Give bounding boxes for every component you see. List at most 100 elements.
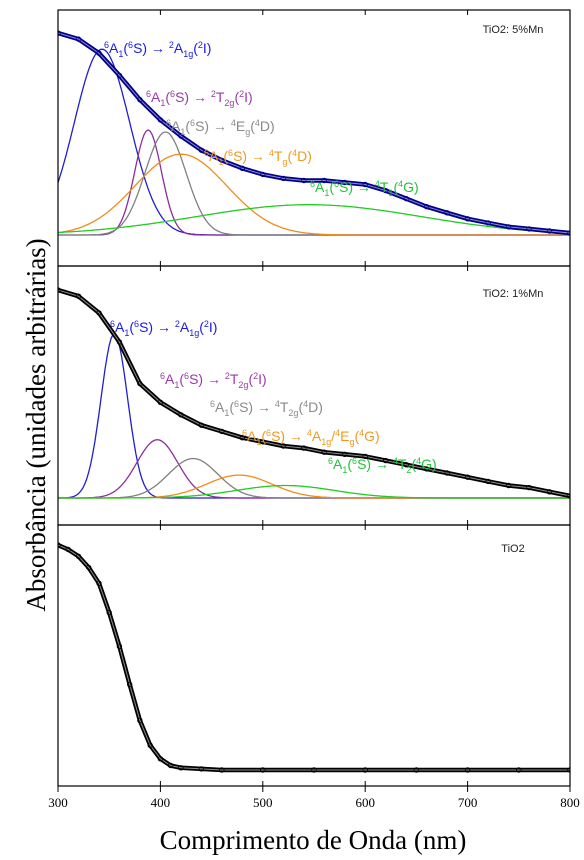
data-point: [96, 50, 102, 56]
plot-area: [58, 542, 570, 773]
plot-area: [58, 287, 570, 499]
data-point: [116, 72, 123, 79]
data-point: [301, 177, 307, 184]
transition-label: 6A1(6S) → 2A1g(2I): [110, 319, 217, 338]
gaussian-component: [58, 204, 570, 234]
data-point: [423, 466, 430, 472]
data-point: [75, 553, 82, 559]
transition-label: 6A1(6S) → 4T2g(4D): [210, 399, 323, 418]
data-point: [198, 766, 205, 772]
data-point: [96, 580, 102, 586]
data-point: [321, 177, 327, 184]
data-point: [301, 445, 307, 451]
data-point: [485, 220, 491, 226]
data-point: [362, 767, 368, 773]
data-point: [96, 310, 102, 316]
transition-label: 6A1(6S) → 4A1g/4Eg(4G): [242, 428, 380, 447]
data-point: [239, 435, 245, 441]
data-point: [423, 203, 430, 210]
data-point: [464, 474, 471, 480]
data-point: [505, 482, 512, 489]
spectrum-highlight: [58, 289, 570, 497]
gaussian-component: [58, 153, 570, 236]
data-point: [85, 564, 92, 571]
transition-label: 6A1(6S) → 2T2g(2I): [146, 89, 253, 108]
data-point: [464, 767, 471, 773]
data-point: [567, 493, 570, 499]
gaussian-component: [58, 484, 570, 499]
transition-label: 6A1(6S) → 2A1g(2I): [104, 40, 211, 59]
data-point: [444, 210, 450, 216]
data-point: [280, 443, 286, 449]
data-point: [311, 767, 317, 773]
panel-frame: [57, 524, 571, 787]
data-point: [383, 457, 389, 464]
panel-1: TiO2: 5%Mn 6A1(6S) → 2A1g(2I) 6A1(6S) → 2T…: [57, 9, 571, 267]
data-point: [116, 339, 123, 345]
data-point: [137, 96, 143, 103]
data-point: [147, 742, 153, 748]
data-point: [403, 195, 409, 202]
spectrum-highlight: [58, 544, 570, 771]
data-point: [260, 439, 266, 445]
data-point: [137, 380, 143, 387]
x-tick-label: 800: [560, 795, 580, 810]
data-point: [546, 228, 553, 234]
data-point: [126, 681, 133, 688]
data-point: [219, 428, 225, 435]
data-point: [464, 216, 471, 222]
spectrum-highlight: [58, 32, 570, 234]
data-point: [383, 187, 389, 194]
data-point: [116, 643, 123, 649]
data-point: [321, 449, 327, 455]
transition-label: 6A1(6S) → 4T1(4G): [310, 179, 419, 198]
data-point: [505, 224, 512, 230]
data-point: [362, 181, 368, 188]
data-point: [526, 226, 532, 232]
data-point: [137, 717, 143, 724]
data-point: [526, 484, 532, 491]
data-point: [342, 451, 348, 457]
plot-area: [58, 30, 570, 236]
x-tick-label: 600: [355, 795, 375, 810]
data-point: [444, 470, 450, 476]
data-point: [65, 546, 71, 553]
x-tick-label: 700: [458, 795, 478, 810]
data-point: [178, 412, 184, 418]
data-point: [342, 179, 348, 186]
panel-title: TiO2: 5%Mn: [483, 24, 544, 36]
data-point: [75, 36, 82, 42]
data-point: [167, 762, 174, 769]
x-axis-label: Comprimento de Onda (nm): [160, 825, 467, 855]
x-tick-label: 500: [253, 795, 273, 810]
x-tick-label: 300: [48, 795, 68, 810]
data-point: [198, 147, 205, 153]
data-point: [75, 293, 82, 299]
panel-2: TiO2: 1%Mn 6A1(6S) → 2A1g(2I) 6A1(6S) → 2T…: [57, 265, 571, 526]
y-axis-label: Absorbância (unidades arbitrárias): [21, 238, 51, 611]
panel-3: TiO2: [57, 524, 571, 787]
panels-layer: TiO2: 5%Mn 6A1(6S) → 2A1g(2I) 6A1(6S) → 2T…: [57, 9, 571, 787]
transition-label: 6A1(6S) → 4Tg(4D): [204, 148, 312, 167]
data-point: [546, 489, 553, 495]
panel-title: TiO2: [501, 543, 524, 555]
data-point: [516, 767, 522, 773]
transition-label: 6A1(6S) → 4T2(4G): [328, 456, 437, 475]
data-point: [485, 478, 491, 485]
panel-title: TiO2: 1%Mn: [483, 288, 544, 300]
data-point: [260, 767, 266, 773]
data-point: [239, 165, 245, 171]
data-point: [178, 765, 184, 771]
data-point: [157, 756, 164, 762]
data-point: [260, 171, 266, 178]
data-point: [362, 453, 368, 460]
transition-label: 6A1(6S) → 2T2g(2I): [160, 371, 267, 390]
data-point: [219, 767, 225, 773]
data-point: [413, 767, 420, 773]
data-point: [567, 230, 570, 236]
data-point: [219, 157, 225, 163]
transition-label: 6A1(6S) → 4Eg(4D): [166, 118, 275, 137]
data-point: [198, 422, 205, 428]
x-axis: 300 400 500 600 700 800: [48, 786, 580, 810]
